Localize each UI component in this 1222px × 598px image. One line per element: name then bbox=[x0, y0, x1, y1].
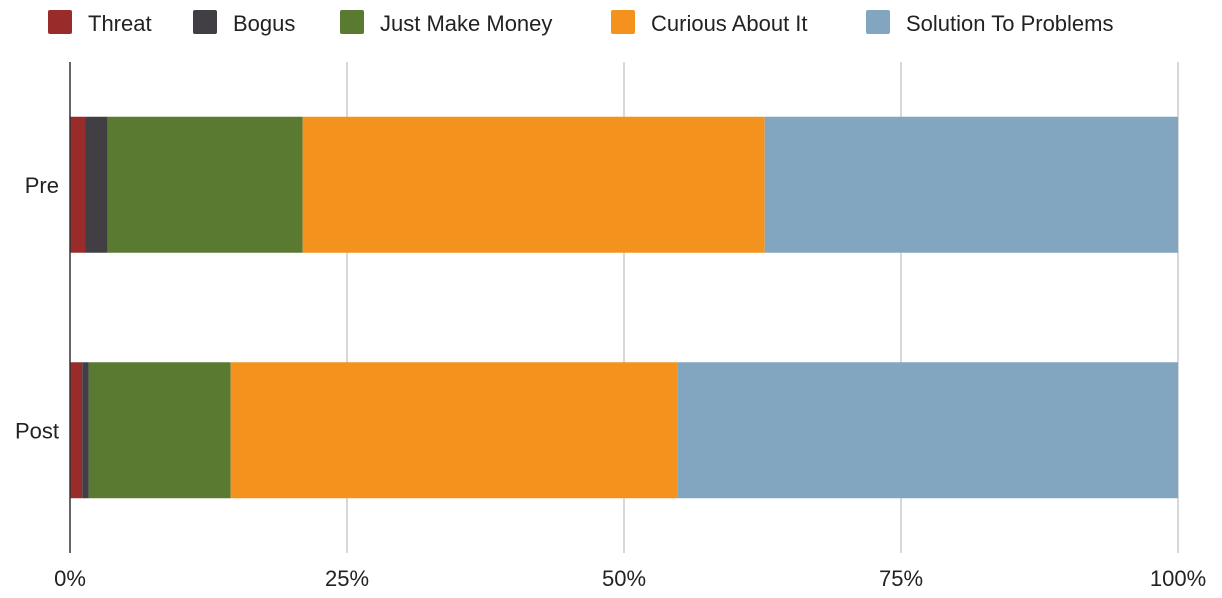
x-tick-label-0: 0% bbox=[54, 566, 86, 591]
bar-post-threat bbox=[70, 362, 83, 499]
bar-pre-just-make-money bbox=[107, 116, 303, 253]
axes: Pre Post 0% 25% 50% 75% 100% bbox=[15, 62, 1206, 591]
x-tick-label-100: 100% bbox=[1150, 566, 1206, 591]
bar-pre-bogus bbox=[85, 116, 108, 253]
legend-label-just-make-money: Just Make Money bbox=[380, 11, 552, 36]
legend-swatch-curious-about-it bbox=[611, 10, 635, 34]
bar-post-just-make-money bbox=[88, 362, 231, 499]
legend-swatch-bogus bbox=[193, 10, 217, 34]
legend-swatch-just-make-money bbox=[340, 10, 364, 34]
category-label-post: Post bbox=[15, 418, 59, 443]
bar-post-solution-to-problems bbox=[677, 362, 1178, 499]
x-tick-label-50: 50% bbox=[602, 566, 646, 591]
legend-label-solution-to-problems: Solution To Problems bbox=[906, 11, 1114, 36]
x-tick-label-25: 25% bbox=[325, 566, 369, 591]
bar-post-curious-about-it bbox=[230, 362, 678, 499]
x-tick-label-75: 75% bbox=[879, 566, 923, 591]
legend-label-curious-about-it: Curious About It bbox=[651, 11, 808, 36]
legend-label-bogus: Bogus bbox=[233, 11, 295, 36]
legend-item-threat: Threat bbox=[48, 10, 152, 36]
bar-pre-threat bbox=[70, 116, 86, 253]
legend: Threat Bogus Just Make Money Curious About … bbox=[48, 10, 1114, 36]
legend-item-curious-about-it: Curious About It bbox=[611, 10, 808, 36]
legend-swatch-solution-to-problems bbox=[866, 10, 890, 34]
legend-item-bogus: Bogus bbox=[193, 10, 295, 36]
legend-swatch-threat bbox=[48, 10, 72, 34]
legend-item-just-make-money: Just Make Money bbox=[340, 10, 552, 36]
legend-item-solution-to-problems: Solution To Problems bbox=[866, 10, 1114, 36]
category-label-pre: Pre bbox=[25, 173, 59, 198]
bar-pre-solution-to-problems bbox=[764, 116, 1178, 253]
bars bbox=[70, 116, 1178, 499]
bar-pre-curious-about-it bbox=[302, 116, 765, 253]
bar-post-bogus bbox=[82, 362, 89, 499]
legend-label-threat: Threat bbox=[88, 11, 152, 36]
